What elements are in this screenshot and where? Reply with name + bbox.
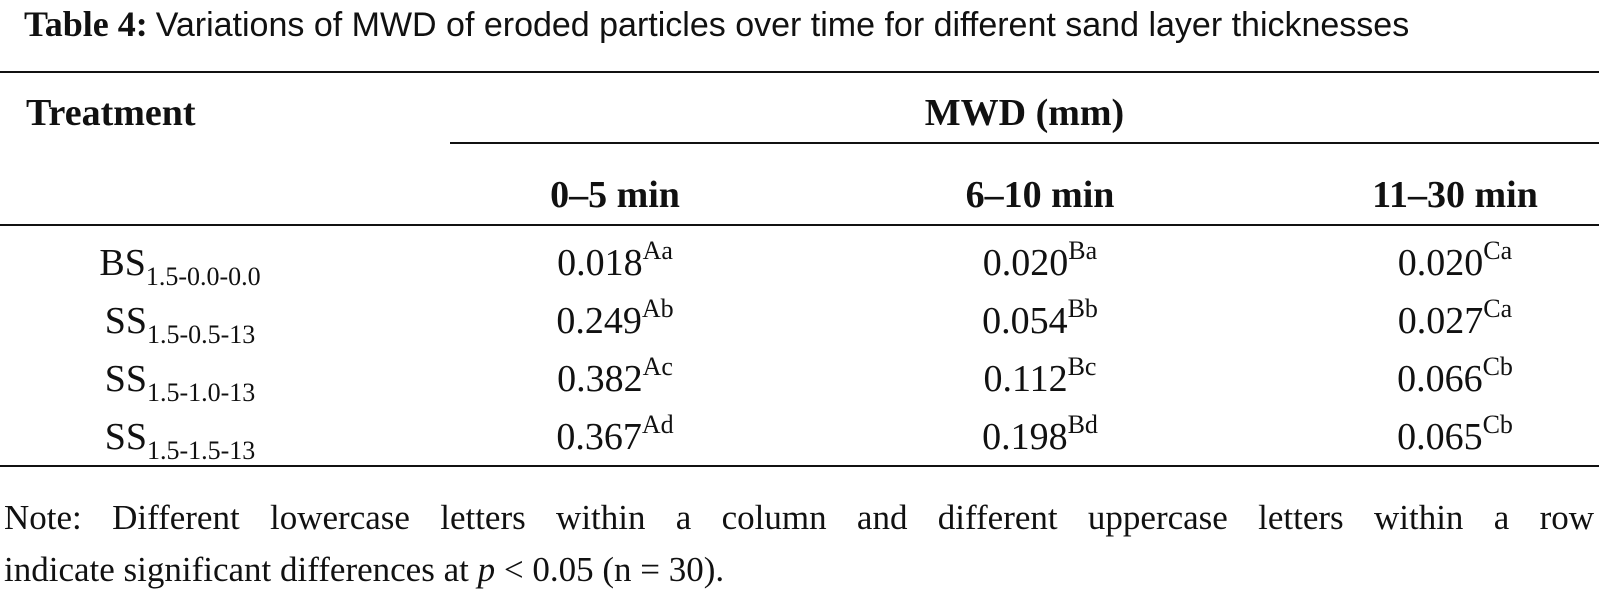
significance-letters: Bb xyxy=(1067,294,1098,323)
treatment-cell: SS1.5-1.5-13 xyxy=(20,408,340,466)
mwd-value: 0.198 xyxy=(982,416,1068,458)
treatment-name: SS xyxy=(104,300,147,342)
mwd-value: 0.249 xyxy=(556,300,642,342)
caption-text: Variations of MWD of eroded particles ov… xyxy=(155,6,1410,44)
significance-letters: Ba xyxy=(1068,236,1098,265)
significance-letters: Bd xyxy=(1067,410,1098,439)
table-top-rule xyxy=(0,71,1599,73)
header-bottom-rule xyxy=(0,224,1599,226)
table-row: SS1.5-0.5-13 0.249Ab 0.054Bb 0.027Ca xyxy=(0,292,1599,350)
significance-letters: Bc xyxy=(1067,352,1097,381)
treatment-subscript: 1.5-0.0-0.0 xyxy=(145,262,261,291)
value-cell: 0.020Ba xyxy=(840,234,1240,292)
mwd-value: 0.020 xyxy=(1397,242,1484,284)
mwd-value: 0.027 xyxy=(1397,300,1484,342)
significance-letters: Cb xyxy=(1482,352,1513,381)
treatment-cell: SS1.5-0.5-13 xyxy=(20,292,340,350)
note-line-1: Note: Different lowercase letters within… xyxy=(4,498,1594,537)
value-cell: 0.020Ca xyxy=(1255,234,1599,292)
mwd-value: 0.018 xyxy=(557,242,643,284)
value-cell: 0.249Ab xyxy=(415,292,815,350)
value-cell: 0.027Ca xyxy=(1255,292,1599,350)
value-cell: 0.382Ac xyxy=(415,350,815,408)
value-cell: 0.054Bb xyxy=(840,292,1240,350)
value-cell: 0.065Cb xyxy=(1255,408,1599,466)
mwd-value: 0.065 xyxy=(1397,416,1483,458)
table-row: BS1.5-0.0-0.0 0.018Aa 0.020Ba 0.020Ca xyxy=(0,234,1599,292)
header-mwd-group: MWD (mm) xyxy=(924,92,1125,134)
header-treatment: Treatment xyxy=(26,92,196,134)
significance-letters: Ca xyxy=(1483,236,1513,265)
table-row: SS1.5-1.5-13 0.367Ad 0.198Bd 0.065Cb xyxy=(0,408,1599,466)
mwd-value: 0.066 xyxy=(1397,358,1483,400)
value-cell: 0.066Cb xyxy=(1255,350,1599,408)
value-cell: 0.367Ad xyxy=(415,408,815,466)
header-col-0-5-min: 0–5 min xyxy=(550,174,680,216)
significance-letters: Ab xyxy=(641,294,674,323)
treatment-cell: BS1.5-0.0-0.0 xyxy=(20,234,340,292)
table-caption: Table 4: Variations of MWD of eroded part… xyxy=(24,2,1409,47)
value-cell: 0.198Bd xyxy=(840,408,1240,466)
treatment-name: SS xyxy=(104,416,147,458)
treatment-subscript: 1.5-0.5-13 xyxy=(146,320,256,349)
note-line-2-pre: indicate significant differences at xyxy=(4,550,478,589)
mwd-value: 0.367 xyxy=(556,416,642,458)
significance-letters: Cb xyxy=(1482,410,1513,439)
treatment-cell: SS1.5-1.0-13 xyxy=(20,350,340,408)
mwd-value: 0.382 xyxy=(557,358,643,400)
treatment-name: SS xyxy=(104,358,147,400)
value-cell: 0.112Bc xyxy=(840,350,1240,408)
table-row: SS1.5-1.0-13 0.382Ac 0.112Bc 0.066Cb xyxy=(0,350,1599,408)
significance-letters: Ca xyxy=(1483,294,1513,323)
header-col-11-30-min: 11–30 min xyxy=(1372,174,1538,216)
mwd-value: 0.020 xyxy=(982,242,1069,284)
value-cell: 0.018Aa xyxy=(415,234,815,292)
table-bottom-rule xyxy=(0,465,1599,467)
note-line-2-post: < 0.05 (n = 30). xyxy=(495,550,725,589)
table-note: Note: Different lowercase letters within… xyxy=(4,492,1594,596)
header-col-6-10-min: 6–10 min xyxy=(965,174,1115,216)
significance-letters: Aa xyxy=(642,236,673,265)
note-line-2: indicate significant differences at p < … xyxy=(4,544,1594,596)
header-group-rule xyxy=(450,142,1599,144)
note-p-variable: p xyxy=(477,550,496,589)
treatment-subscript: 1.5-1.0-13 xyxy=(146,378,256,407)
caption-label: Table 4: xyxy=(24,4,148,44)
treatment-name: BS xyxy=(99,242,146,284)
mwd-value: 0.112 xyxy=(983,358,1068,400)
treatment-subscript: 1.5-1.5-13 xyxy=(146,436,256,465)
significance-letters: Ac xyxy=(642,352,673,381)
mwd-value: 0.054 xyxy=(982,300,1068,342)
significance-letters: Ad xyxy=(641,410,674,439)
